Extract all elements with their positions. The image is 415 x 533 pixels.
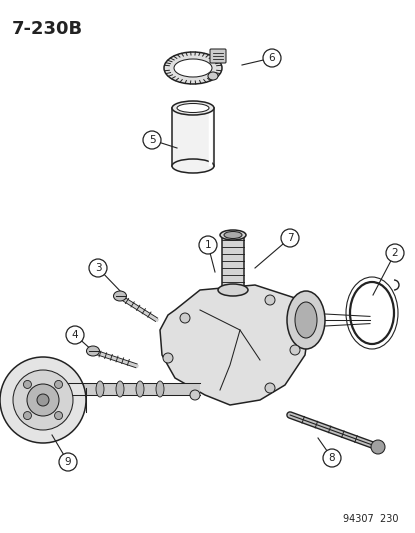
Circle shape	[23, 411, 32, 419]
Ellipse shape	[177, 103, 209, 112]
Circle shape	[290, 345, 300, 355]
Ellipse shape	[174, 59, 212, 77]
Circle shape	[54, 411, 63, 419]
Ellipse shape	[116, 381, 124, 397]
Ellipse shape	[156, 381, 164, 397]
Circle shape	[281, 229, 299, 247]
Ellipse shape	[172, 159, 214, 173]
Bar	[172, 108, 214, 166]
Circle shape	[59, 453, 77, 471]
Circle shape	[323, 449, 341, 467]
Ellipse shape	[113, 291, 127, 301]
Ellipse shape	[218, 284, 248, 296]
Circle shape	[180, 313, 190, 323]
Circle shape	[0, 357, 86, 443]
Circle shape	[13, 370, 73, 430]
Circle shape	[263, 49, 281, 67]
Ellipse shape	[172, 101, 214, 115]
Polygon shape	[160, 285, 310, 405]
Circle shape	[163, 353, 173, 363]
Circle shape	[66, 326, 84, 344]
Ellipse shape	[224, 231, 242, 238]
FancyBboxPatch shape	[210, 49, 226, 63]
Circle shape	[190, 390, 200, 400]
Text: 1: 1	[205, 240, 211, 250]
Bar	[45, 383, 200, 395]
Ellipse shape	[164, 52, 222, 84]
Circle shape	[371, 440, 385, 454]
Text: 4: 4	[72, 330, 78, 340]
Circle shape	[54, 381, 63, 389]
Circle shape	[199, 236, 217, 254]
Circle shape	[23, 381, 32, 389]
Text: 6: 6	[269, 53, 275, 63]
Text: 5: 5	[149, 135, 155, 145]
Circle shape	[265, 383, 275, 393]
Ellipse shape	[86, 346, 100, 356]
Text: 8: 8	[329, 453, 335, 463]
Ellipse shape	[287, 291, 325, 349]
Circle shape	[37, 394, 49, 406]
Circle shape	[265, 295, 275, 305]
Circle shape	[89, 259, 107, 277]
Text: 2: 2	[392, 248, 398, 258]
Text: 3: 3	[95, 263, 101, 273]
Ellipse shape	[295, 302, 317, 338]
Ellipse shape	[136, 381, 144, 397]
Text: 94307  230: 94307 230	[342, 514, 398, 524]
Bar	[222, 235, 244, 290]
Ellipse shape	[220, 230, 246, 240]
Ellipse shape	[96, 381, 104, 397]
Text: 7-230B: 7-230B	[12, 20, 83, 38]
Circle shape	[27, 384, 59, 416]
Text: 9: 9	[65, 457, 71, 467]
Circle shape	[143, 131, 161, 149]
Ellipse shape	[208, 72, 218, 80]
Text: 7: 7	[287, 233, 293, 243]
Circle shape	[386, 244, 404, 262]
